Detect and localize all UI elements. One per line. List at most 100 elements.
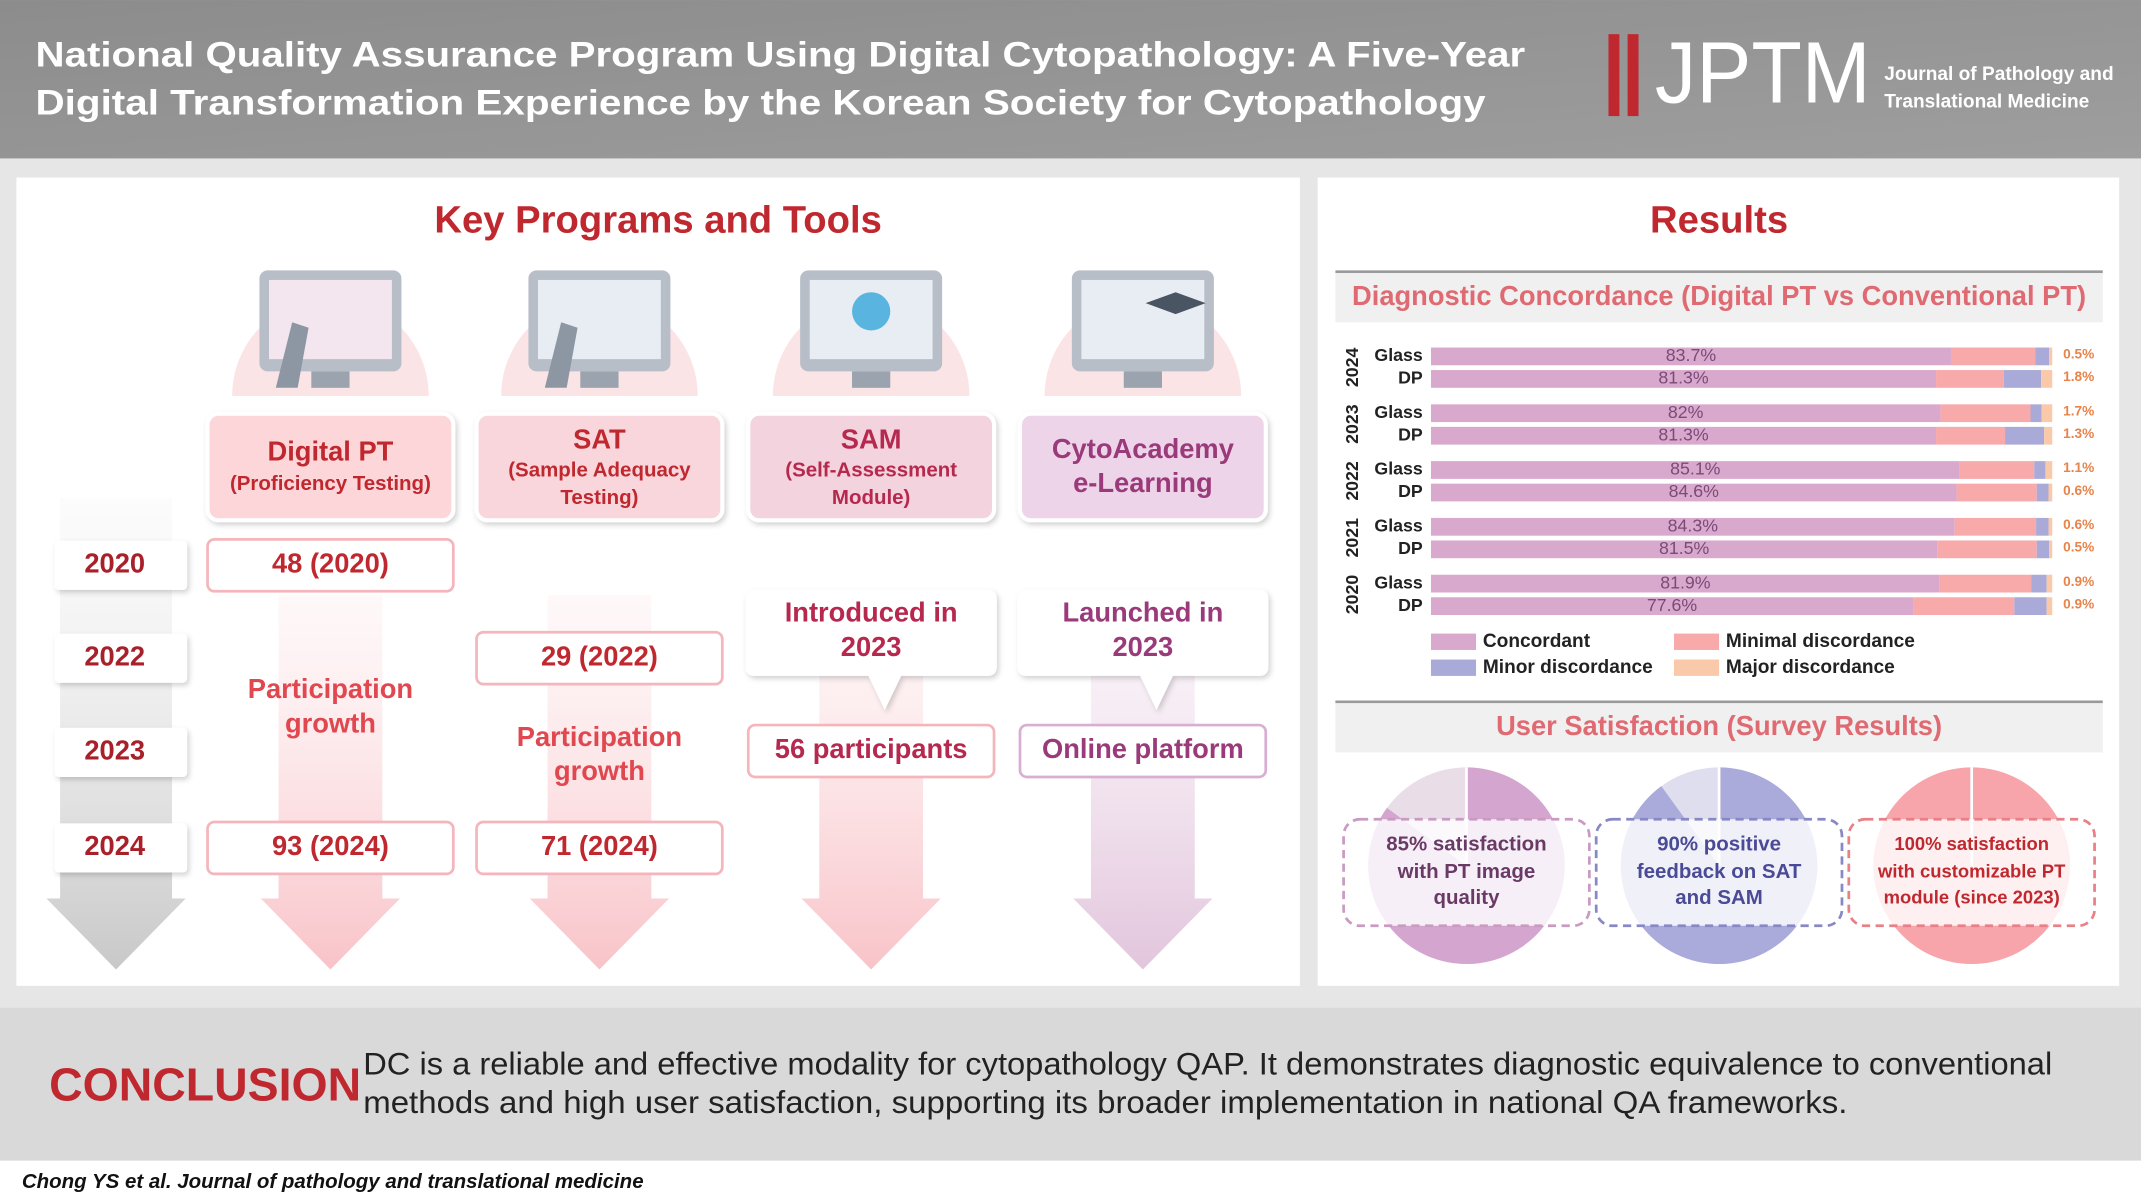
satisfaction-label: with PT image	[1397, 860, 1536, 883]
bar-segment	[2003, 370, 2042, 388]
group-label: 2024	[1342, 347, 1362, 387]
value-label: 0.9%	[2063, 596, 2094, 611]
program-box	[205, 411, 456, 523]
icon-screen	[1081, 279, 1205, 360]
legend-swatch	[1430, 659, 1477, 676]
section-title: Key Programs and Tools	[434, 199, 881, 242]
journal-name: Journal of Pathology and	[1884, 64, 2113, 85]
icon-stand	[580, 371, 619, 388]
stat-text: 71 (2024)	[541, 830, 658, 861]
legend-label: Major discordance	[1726, 657, 1895, 678]
bar-segment	[1430, 347, 1951, 366]
bar-segment	[2031, 574, 2047, 593]
bar-segment	[2041, 404, 2053, 423]
value-label: 84.3%	[1668, 515, 1719, 535]
category-label: DP	[1398, 481, 1423, 501]
satisfaction-label: quality	[1433, 886, 1500, 909]
satisfaction-label: 100% satisfaction	[1894, 833, 2049, 854]
stat-box	[475, 630, 724, 686]
program-subtitle: (Sample Adequacy	[508, 459, 691, 482]
group-label: 2021	[1342, 518, 1362, 558]
bar-segment	[1959, 461, 2035, 479]
legend-label: Minor discordance	[1483, 657, 1653, 678]
category-label: DP	[1398, 538, 1423, 558]
icon-gear	[852, 292, 891, 331]
icon-microscope	[544, 322, 578, 388]
stat-text: 56 participants	[775, 733, 968, 764]
legend-swatch	[1674, 659, 1720, 676]
bar-segment	[1940, 404, 2031, 423]
bar-segment	[1939, 574, 2032, 593]
icon-microscope	[275, 322, 309, 388]
icon-stand	[1123, 371, 1162, 388]
bar-segment	[2014, 597, 2047, 616]
value-label: 77.6%	[1647, 595, 1698, 615]
bar-segment	[2034, 461, 2046, 479]
callout-text: 2023	[1113, 631, 1174, 662]
conclusion-band	[0, 1007, 2141, 1161]
category-label: Glass	[1374, 459, 1422, 479]
bar-segment	[1936, 426, 2006, 445]
bar-segment	[2048, 483, 2053, 502]
satisfaction-label: 85% satisfaction	[1386, 833, 1546, 856]
satisfaction-label: feedback on SAT	[1637, 860, 1802, 883]
satisfaction-label: with customizable PT	[1877, 860, 2066, 881]
value-label: 81.3%	[1658, 368, 1709, 388]
year-label: 2023	[84, 735, 145, 766]
bar-segment	[1430, 597, 1914, 616]
column-arrow	[801, 595, 941, 970]
bar-segment	[1913, 597, 2015, 616]
legend-label: Minimal discordance	[1726, 631, 1915, 652]
icon-cap	[1145, 292, 1206, 315]
year-label: 2020	[84, 548, 145, 579]
value-label: 1.7%	[2063, 403, 2094, 418]
value-label: 82%	[1668, 402, 1704, 422]
year-label: 2024	[84, 830, 146, 861]
program-box	[746, 411, 997, 523]
bar-segment	[2049, 347, 2053, 366]
program-name: SAT	[573, 423, 626, 454]
bar-segment	[2041, 370, 2053, 388]
group-label: 2023	[1342, 404, 1362, 444]
citation: Chong YS et al. Journal of pathology and…	[22, 1170, 644, 1193]
stat-text: 48 (2020)	[272, 548, 389, 579]
bar-segment	[1956, 483, 2037, 502]
bar-segment	[1430, 461, 1960, 479]
value-label: 0.5%	[2063, 540, 2094, 555]
category-label: Glass	[1374, 515, 1422, 535]
logo-bar	[1627, 34, 1639, 117]
satisfaction-label: 90% positive	[1657, 833, 1781, 856]
value-label: 0.9%	[2063, 574, 2094, 589]
chart-title: User Satisfaction (Survey Results)	[1496, 710, 1942, 741]
label-frame	[1342, 817, 1591, 928]
growth-label: growth	[554, 755, 645, 786]
program-subtitle: Testing)	[560, 486, 638, 509]
stat-text: 29 (2022)	[541, 640, 658, 671]
label-frame	[1847, 817, 2096, 928]
icon-stand	[852, 371, 891, 388]
callout	[745, 589, 997, 711]
callout-text: Introduced in	[785, 597, 958, 628]
program-name: e-Learning	[1073, 467, 1213, 498]
column-arrow	[260, 595, 401, 970]
bar-segment	[1937, 540, 2037, 559]
stat-text: 93 (2024)	[272, 830, 389, 861]
bar-segment	[1430, 370, 1937, 388]
column-arrow	[1073, 595, 1213, 970]
program-box	[474, 411, 725, 523]
section-title: Results	[1650, 199, 1788, 242]
year-box	[54, 823, 188, 873]
legend-label: Concordant	[1483, 631, 1591, 652]
group-label: 2020	[1342, 575, 1362, 615]
bar-segment	[2005, 426, 2045, 445]
bar-segment	[2036, 517, 2049, 536]
bar-segment	[2048, 517, 2053, 536]
bar-segment	[1950, 347, 2036, 366]
header-band	[0, 0, 2141, 159]
program-name: CytoAcademy	[1052, 433, 1235, 464]
icon-stand	[311, 371, 350, 388]
category-label: DP	[1398, 424, 1423, 444]
program-box	[1017, 411, 1268, 523]
